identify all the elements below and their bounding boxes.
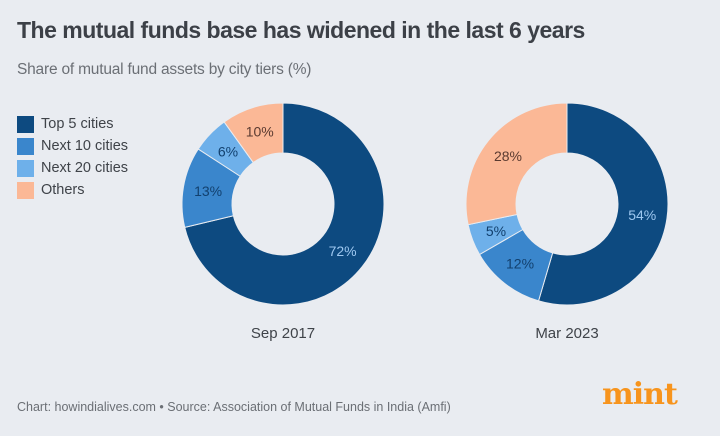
slice-label-others: 10% (246, 124, 274, 140)
legend-item-next10: Next 10 cities (17, 135, 128, 157)
slice-label-next-20-cities: 5% (486, 223, 506, 239)
period-label-mar-2023: Mar 2023 (535, 325, 598, 342)
legend-swatch (17, 115, 34, 133)
donut-sep-2017: 72% 13% 6% 10% (181, 102, 385, 306)
legend: Top 5 cities Next 10 cities Next 20 citi… (17, 113, 128, 201)
slice-label-others: 28% (494, 148, 522, 164)
period-label-sep-2017: Sep 2017 (251, 325, 315, 342)
legend-swatch (17, 159, 34, 177)
legend-item-next20: Next 20 cities (17, 157, 128, 179)
slice-top-5-cities (537, 102, 669, 306)
legend-swatch (17, 137, 34, 155)
slice-label-top-5-cities: 72% (329, 243, 357, 259)
slice-label-next-10-cities: 13% (194, 183, 222, 199)
slice-label-top-5-cities: 54% (628, 207, 656, 223)
legend-item-others: Others (17, 179, 128, 201)
slice-label-next-20-cities: 6% (218, 144, 238, 160)
mint-logo: mint (602, 377, 678, 412)
slice-top-5-cities (184, 102, 385, 306)
legend-item-top5: Top 5 cities (17, 113, 128, 135)
legend-label: Next 20 cities (41, 160, 129, 176)
donut-mar-2023: 54% 12% 5% 28% (465, 102, 669, 306)
legend-label: Next 10 cities (41, 138, 129, 154)
chart-title: The mutual funds base has widened in the… (17, 17, 585, 43)
chart-subtitle: Share of mutual fund assets by city tier… (17, 61, 312, 78)
slice-others (223, 102, 284, 164)
source-note: Chart: howindialives.com • Source: Assoc… (17, 400, 451, 414)
legend-label: Top 5 cities (41, 116, 114, 132)
legend-swatch (17, 181, 34, 199)
legend-label: Others (41, 182, 85, 198)
slice-others (465, 102, 568, 226)
slice-label-next-10-cities: 12% (506, 256, 534, 272)
